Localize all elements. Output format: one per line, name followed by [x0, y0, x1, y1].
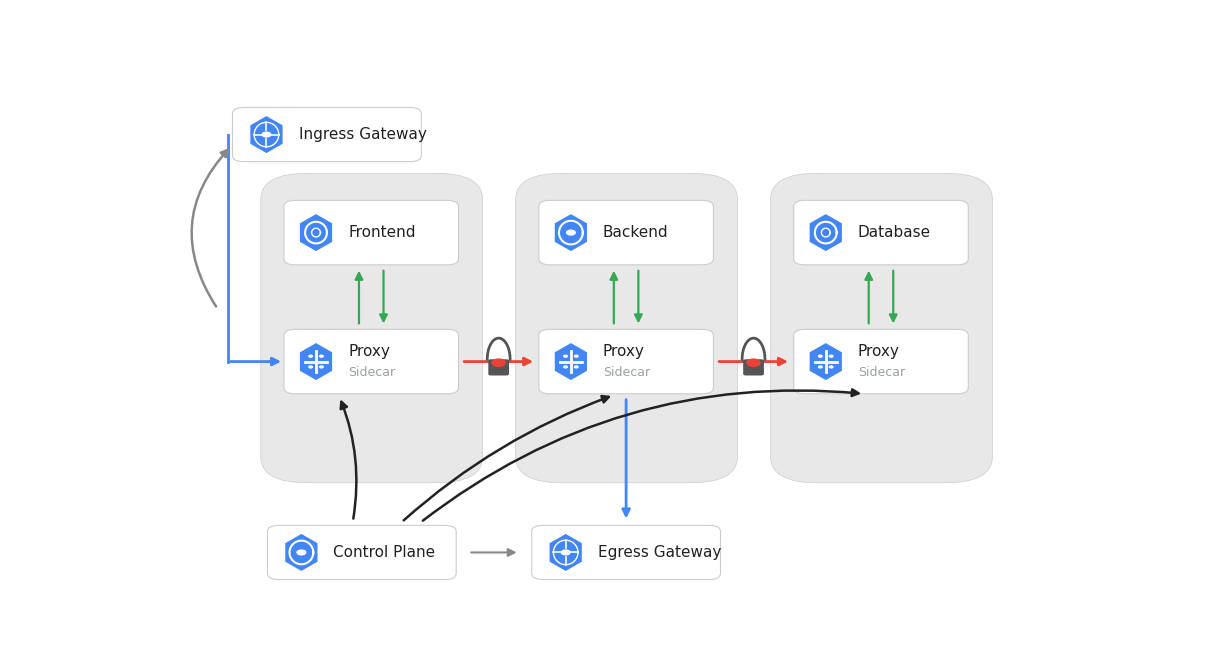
FancyArrowPatch shape: [464, 358, 530, 365]
FancyArrowPatch shape: [341, 402, 357, 519]
FancyBboxPatch shape: [794, 200, 968, 265]
FancyArrowPatch shape: [610, 273, 618, 324]
Circle shape: [575, 355, 579, 357]
Circle shape: [297, 550, 306, 555]
Polygon shape: [554, 213, 588, 253]
FancyBboxPatch shape: [538, 330, 714, 394]
Text: Sidecar: Sidecar: [348, 366, 396, 379]
Text: Backend: Backend: [603, 225, 669, 240]
FancyBboxPatch shape: [233, 107, 421, 161]
FancyBboxPatch shape: [488, 359, 509, 375]
Circle shape: [829, 366, 833, 368]
Circle shape: [747, 359, 760, 366]
FancyArrowPatch shape: [380, 271, 387, 321]
Circle shape: [829, 355, 833, 357]
Text: Control Plane: Control Plane: [334, 545, 436, 560]
FancyBboxPatch shape: [284, 330, 458, 394]
FancyArrowPatch shape: [471, 549, 514, 556]
FancyArrowPatch shape: [403, 396, 609, 521]
Circle shape: [262, 132, 270, 137]
FancyBboxPatch shape: [532, 525, 721, 580]
FancyBboxPatch shape: [515, 174, 738, 483]
FancyBboxPatch shape: [743, 359, 764, 375]
Circle shape: [818, 355, 822, 357]
Text: Ingress Gateway: Ingress Gateway: [298, 127, 426, 142]
FancyArrowPatch shape: [719, 358, 786, 365]
FancyBboxPatch shape: [284, 200, 458, 265]
FancyBboxPatch shape: [794, 330, 968, 394]
FancyArrowPatch shape: [191, 150, 228, 306]
Text: Sidecar: Sidecar: [603, 366, 650, 379]
Text: Proxy: Proxy: [348, 344, 390, 358]
Circle shape: [564, 366, 568, 368]
Polygon shape: [284, 533, 319, 572]
FancyBboxPatch shape: [268, 525, 457, 580]
FancyBboxPatch shape: [261, 174, 482, 483]
Text: Database: Database: [857, 225, 931, 240]
FancyBboxPatch shape: [771, 174, 993, 483]
FancyArrowPatch shape: [622, 399, 630, 515]
Polygon shape: [548, 533, 583, 572]
FancyArrowPatch shape: [423, 389, 859, 521]
Text: Proxy: Proxy: [603, 344, 644, 358]
Circle shape: [319, 366, 323, 368]
Text: Sidecar: Sidecar: [857, 366, 905, 379]
FancyBboxPatch shape: [538, 200, 714, 265]
Text: Proxy: Proxy: [857, 344, 900, 358]
Polygon shape: [809, 342, 843, 381]
Circle shape: [575, 366, 579, 368]
FancyArrowPatch shape: [865, 273, 872, 324]
Polygon shape: [250, 115, 284, 154]
Polygon shape: [809, 213, 843, 253]
Circle shape: [309, 355, 312, 357]
Circle shape: [492, 359, 505, 366]
Circle shape: [564, 355, 568, 357]
Polygon shape: [298, 213, 334, 253]
FancyArrowPatch shape: [890, 271, 896, 321]
FancyArrowPatch shape: [356, 273, 362, 324]
Circle shape: [561, 550, 570, 555]
Circle shape: [566, 230, 575, 235]
Circle shape: [319, 355, 323, 357]
FancyArrowPatch shape: [635, 271, 642, 321]
Polygon shape: [554, 342, 588, 381]
Text: Frontend: Frontend: [348, 225, 415, 240]
Circle shape: [818, 366, 822, 368]
Circle shape: [309, 366, 312, 368]
Text: Egress Gateway: Egress Gateway: [598, 545, 721, 560]
Polygon shape: [298, 342, 334, 381]
